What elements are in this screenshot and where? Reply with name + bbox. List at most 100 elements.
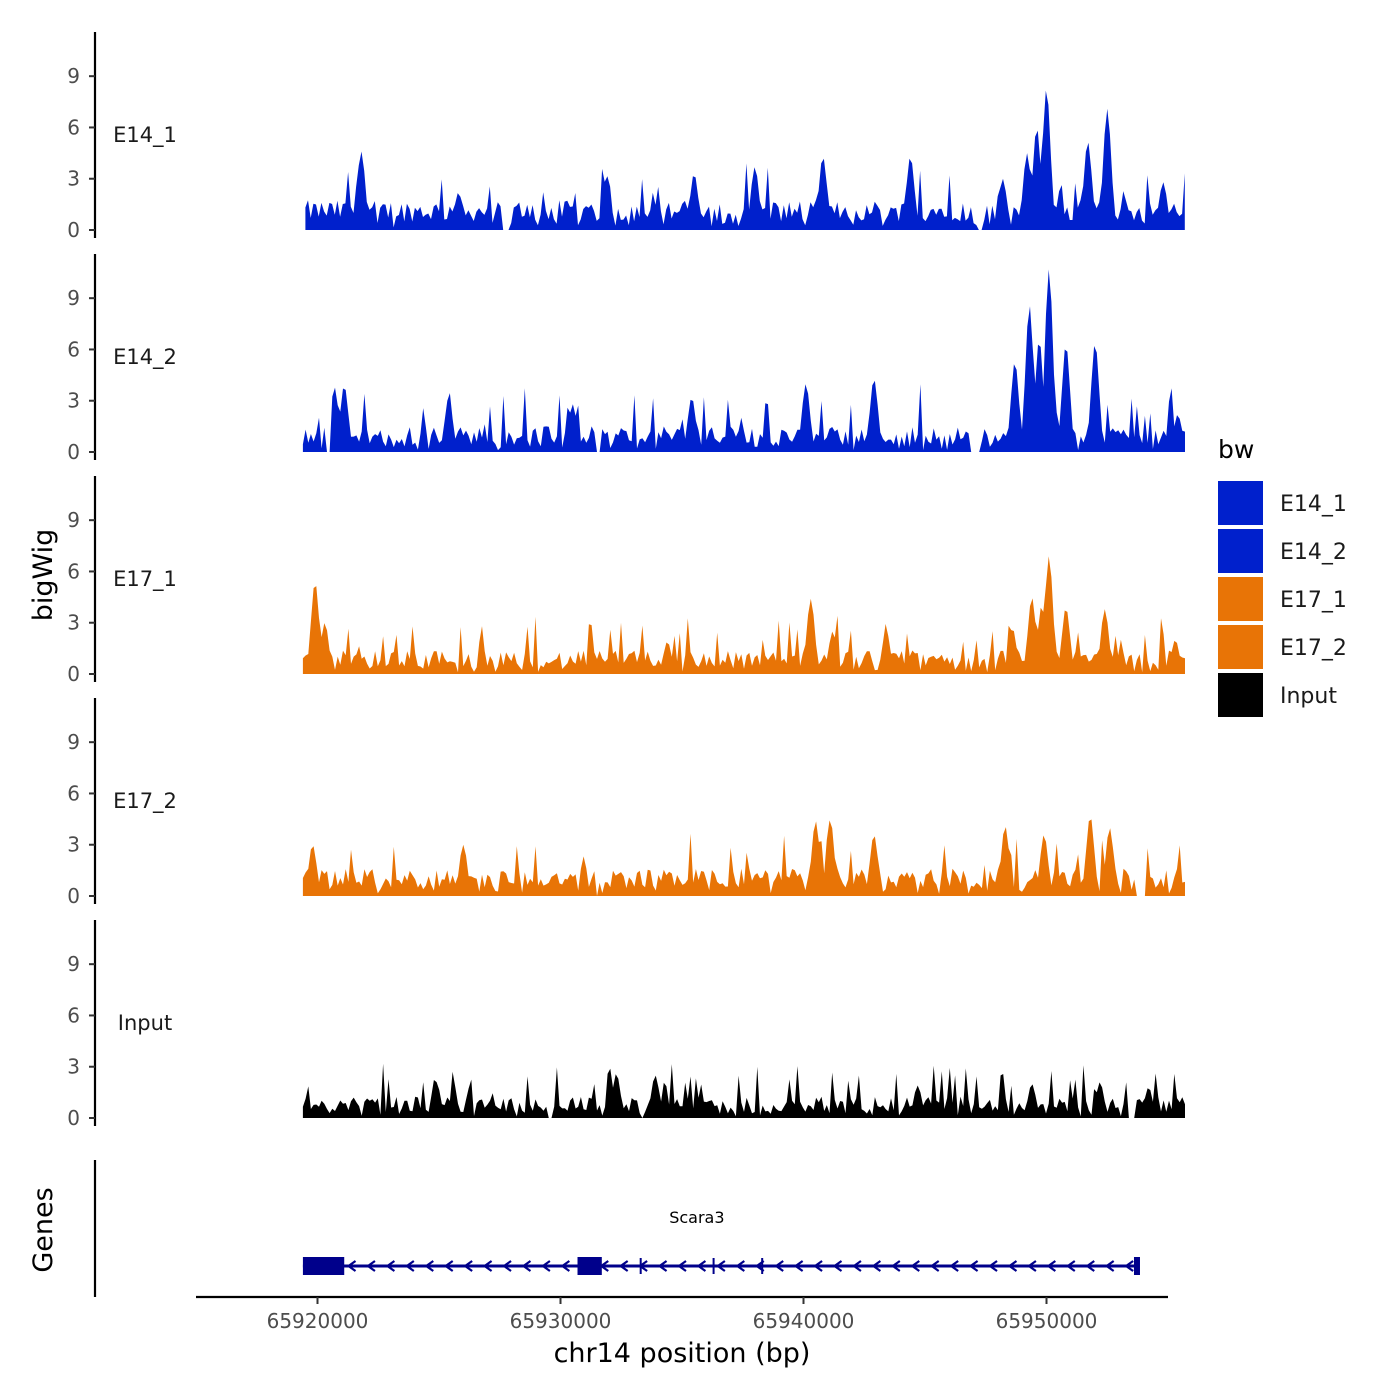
y-tick-label: 9 xyxy=(67,286,80,310)
x-tick-label: 65940000 xyxy=(753,1309,855,1333)
y-tick-label: 3 xyxy=(67,611,80,635)
gene-scara3: Scara3 xyxy=(302,1208,1140,1275)
signal-area-e17-1 xyxy=(302,556,1185,674)
legend-label-e14-2: E14_2 xyxy=(1280,540,1347,565)
strand-arrow xyxy=(1046,1260,1056,1272)
exon-block xyxy=(302,1257,345,1275)
y-tick-label: 6 xyxy=(67,337,80,361)
strand-arrow xyxy=(988,1260,998,1272)
x-tick-label: 65950000 xyxy=(996,1309,1098,1333)
y-axis-title: bigWig xyxy=(28,529,59,622)
track-e14-1: 0 3 6 9 E14_1 xyxy=(67,32,1185,242)
y-tick-label: 0 xyxy=(67,884,80,908)
legend-label-e17-1: E17_1 xyxy=(1280,588,1347,613)
y-tick-label: 0 xyxy=(67,218,80,242)
x-axis-title: chr14 position (bp) xyxy=(554,1338,811,1369)
strand-arrow xyxy=(949,1260,959,1272)
y-tick-label: 3 xyxy=(67,167,80,191)
strand-arrow xyxy=(1104,1260,1115,1272)
gene-track-title: Genes xyxy=(28,1187,59,1272)
signal-area-e17-2 xyxy=(302,819,1185,896)
x-tick-label: 65930000 xyxy=(510,1309,612,1333)
strand-arrow xyxy=(1085,1260,1095,1272)
exon-block xyxy=(1133,1257,1140,1275)
gene-label: Scara3 xyxy=(669,1208,724,1227)
gene-track: Scara3 xyxy=(93,1160,1140,1297)
track-label-input: Input xyxy=(118,1011,172,1035)
legend: bw E14_1 E14_2 E17_1 E17_2 Input xyxy=(1218,435,1347,717)
strand-arrow xyxy=(852,1260,862,1272)
strand-arrow xyxy=(968,1260,979,1272)
strand-arrow xyxy=(910,1260,920,1272)
y-tick-label: 9 xyxy=(67,952,80,976)
y-tick-label: 0 xyxy=(67,1106,80,1130)
legend-swatch-e14-2 xyxy=(1218,529,1263,573)
legend-swatch-e14-1 xyxy=(1218,481,1263,525)
legend-label-e17-2: E17_2 xyxy=(1280,636,1347,661)
strand-arrow xyxy=(541,1260,551,1272)
track-label-e14-2: E14_2 xyxy=(113,345,177,370)
strand-arrow xyxy=(366,1260,376,1272)
strand-arrow xyxy=(890,1260,901,1272)
strand-arrow xyxy=(832,1260,843,1272)
legend-swatch-input xyxy=(1218,673,1263,717)
strand-arrow xyxy=(657,1260,668,1272)
legend-swatch-e17-1 xyxy=(1218,577,1263,621)
track-input: 0 3 6 9 Input xyxy=(67,920,1185,1130)
strand-arrow xyxy=(871,1260,882,1272)
strand-arrow xyxy=(1027,1260,1037,1272)
exon-block xyxy=(577,1257,602,1275)
y-tick-label: 6 xyxy=(67,781,80,805)
y-tick-label: 3 xyxy=(67,833,80,857)
strand-arrow xyxy=(560,1260,570,1272)
y-tick-label: 6 xyxy=(67,559,80,583)
bigwig-tracks: 0 3 6 9 E14_1 0 3 6 9 E14_2 0 3 6 9 E17_1 0 3 6 9 E17_2 0 3 6 9… xyxy=(67,32,1185,1130)
legend-label-input: Input xyxy=(1280,684,1337,709)
y-tick-label: 3 xyxy=(67,1055,80,1079)
x-axis: 65920000 65930000 65940000 65950000 xyxy=(196,1295,1168,1333)
strand-arrow xyxy=(793,1260,804,1272)
strand-arrow xyxy=(463,1260,473,1272)
strand-arrow xyxy=(715,1260,726,1272)
y-tick-label: 3 xyxy=(67,389,80,413)
signal-area-e14-2 xyxy=(302,269,1185,452)
x-tick-label: 65920000 xyxy=(267,1309,369,1333)
legend-swatch-e17-2 xyxy=(1218,625,1263,669)
strand-arrow xyxy=(677,1260,687,1272)
legend-label-e14-1: E14_1 xyxy=(1280,492,1347,517)
strand-arrow xyxy=(929,1260,940,1272)
strand-arrow xyxy=(346,1260,357,1272)
strand-arrow xyxy=(1007,1260,1018,1272)
track-e17-1: 0 3 6 9 E17_1 xyxy=(67,476,1185,686)
signal-area-e14-1 xyxy=(305,90,1185,230)
y-tick-label: 0 xyxy=(67,662,80,686)
strand-arrow xyxy=(774,1260,784,1272)
strand-arrow xyxy=(424,1260,434,1272)
y-tick-label: 6 xyxy=(67,115,80,139)
strand-arrow xyxy=(404,1260,415,1272)
strand-arrow xyxy=(502,1260,512,1272)
y-tick-label: 0 xyxy=(67,440,80,464)
y-tick-label: 9 xyxy=(67,64,80,88)
strand-arrow xyxy=(482,1260,493,1272)
y-tick-label: 9 xyxy=(67,508,80,532)
strand-arrow xyxy=(618,1260,629,1272)
track-label-e17-1: E17_1 xyxy=(113,567,177,592)
y-tick-label: 9 xyxy=(67,730,80,754)
strand-arrow xyxy=(521,1260,532,1272)
track-e14-2: 0 3 6 9 E14_2 xyxy=(67,254,1185,464)
strand-arrow xyxy=(696,1260,707,1272)
y-tick-label: 6 xyxy=(67,1003,80,1027)
strand-arrow xyxy=(443,1260,454,1272)
signal-area-input xyxy=(302,1063,1185,1118)
strand-arrow xyxy=(1124,1260,1134,1272)
track-e17-2: 0 3 6 9 E17_2 xyxy=(67,698,1185,908)
strand-arrow xyxy=(735,1260,745,1272)
strand-arrow xyxy=(813,1260,823,1272)
strand-arrow xyxy=(1065,1260,1076,1272)
track-label-e17-2: E17_2 xyxy=(113,789,177,814)
strand-arrow xyxy=(385,1260,396,1272)
track-label-e14-1: E14_1 xyxy=(113,123,177,148)
legend-title: bw xyxy=(1218,435,1254,464)
